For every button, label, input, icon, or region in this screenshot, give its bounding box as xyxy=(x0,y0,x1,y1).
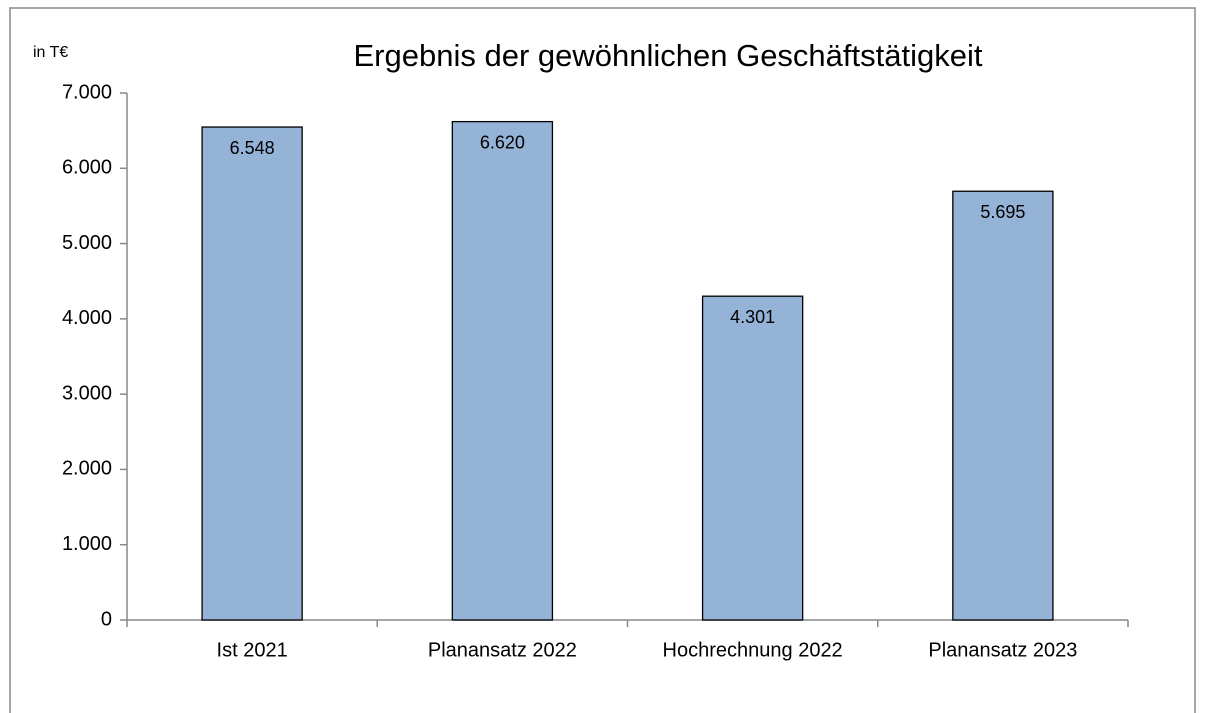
y-tick-label: 4.000 xyxy=(62,307,112,329)
bar xyxy=(451,120,554,621)
x-tick-label: Ist 2021 xyxy=(217,639,288,661)
data-label: 6.620 xyxy=(480,132,525,152)
y-tick-label: 0 xyxy=(101,608,112,630)
y-tick-label: 3.000 xyxy=(62,382,112,404)
y-tick-label: 7.000 xyxy=(62,81,112,103)
chart-title: Ergebnis der gewöhnlichen Geschäftstätig… xyxy=(354,38,983,73)
x-tick-label: Planansatz 2022 xyxy=(428,639,577,661)
bar xyxy=(952,190,1054,621)
y-tick-label: 6.000 xyxy=(62,157,112,179)
y-tick-label: 5.000 xyxy=(62,232,112,254)
bar xyxy=(201,126,303,621)
y-tick-label: 2.000 xyxy=(62,458,112,480)
data-label: 6.548 xyxy=(230,138,275,158)
bar xyxy=(701,295,804,621)
x-tick-label: Hochrechnung 2022 xyxy=(663,639,843,661)
chart-frame xyxy=(9,7,1196,713)
y-axis-label: in T€ xyxy=(33,44,68,61)
x-tick-label: Planansatz 2023 xyxy=(928,639,1077,661)
data-label: 5.695 xyxy=(980,202,1025,222)
y-tick-label: 1.000 xyxy=(62,533,112,555)
data-label: 4.301 xyxy=(730,307,775,327)
